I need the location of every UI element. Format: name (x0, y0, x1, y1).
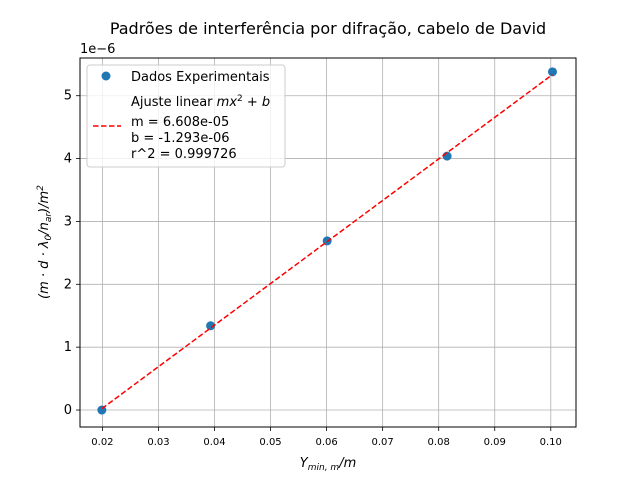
y-tick-label: 5 (64, 89, 72, 104)
legend-label-scatter: Dados Experimentais (131, 70, 270, 85)
legend-label-fit-text: Ajuste linear (131, 95, 217, 110)
legend-label-fit-sup: 2 (237, 94, 243, 104)
legend-fit-m: m = 6.608e-05 (131, 115, 229, 130)
x-axis-label-unit: /m (338, 456, 356, 471)
data-point (442, 151, 452, 161)
legend-label-fit: Ajuste linear mx2 + b (131, 94, 270, 110)
plot-frame (79, 57, 577, 428)
x-tick-label: 0.02 (91, 437, 113, 448)
y-axis-label-main: (m · d · λ (37, 240, 52, 298)
x-axis-label-sub: min, m (308, 463, 340, 473)
x-tick-label: 0.05 (259, 437, 281, 448)
fit-line (101, 73, 553, 410)
y-axis-label-unit: )/m (37, 191, 52, 214)
y-tick-label: 3 (64, 214, 72, 229)
x-tick-label: 0.04 (203, 437, 225, 448)
y-offset-text: 1e−6 (80, 42, 115, 57)
y-tick-label: 4 (64, 152, 72, 167)
legend-label-fit-tail: + b (243, 95, 270, 110)
y-axis-label-sub1: ar (44, 212, 54, 223)
x-tick-label: 0.08 (428, 437, 450, 448)
x-tick-label: 0.03 (147, 437, 169, 448)
y-tick-label: 1 (64, 340, 72, 355)
y-axis-label: (m · d · λ0/nar)/m2 (36, 185, 54, 299)
y-tick-label: 0 (64, 403, 72, 418)
y-tick-label: 2 (64, 277, 72, 292)
legend-label-fit-formula: mx (217, 95, 238, 110)
y-axis-label-sub0: 0 (44, 234, 54, 240)
plot-series (97, 67, 557, 415)
x-axis: 0.02 0.03 0.04 0.05 0.06 0.07 0.08 0.09 0.10 (91, 427, 562, 448)
y-axis-label-mid: /n (37, 222, 52, 236)
x-tick-label: 0.07 (372, 437, 394, 448)
y-axis: 0 1 2 3 4 5 (64, 89, 80, 418)
x-axis-label-main: Y (300, 456, 309, 471)
data-point (206, 321, 216, 331)
legend-frame (86, 64, 286, 168)
legend: Dados Experimentais Ajuste linear mx2 + … (86, 64, 286, 168)
x-tick-label: 0.10 (540, 437, 562, 448)
legend-marker-scatter (101, 71, 111, 81)
legend-fit-r2: r^2 = 0.999726 (131, 147, 237, 162)
x-axis-label: Ymin, m/m (300, 456, 356, 473)
data-point (547, 67, 557, 77)
x-tick-label: 0.06 (315, 437, 337, 448)
y-axis-label-sup: 2 (36, 185, 46, 191)
legend-fit-b: b = -1.293e-06 (131, 131, 230, 146)
chart-title: Padrões de interferência por difração, c… (110, 19, 546, 38)
x-tick-label: 0.09 (484, 437, 506, 448)
